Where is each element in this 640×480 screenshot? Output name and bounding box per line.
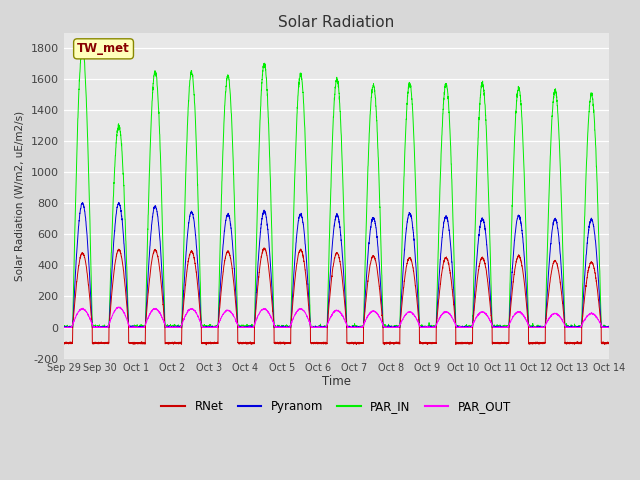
PAR_IN [605,324,612,330]
PAR_IN [78,45,86,50]
PAR_OUT [158,314,166,320]
Line: PAR_OUT: PAR_OUT [63,307,609,327]
Pyranom [158,264,166,270]
Line: PAR_IN: PAR_IN [63,48,609,327]
RNet [157,283,165,289]
Pyranom [428,324,436,330]
RNet [202,342,210,348]
RNet [429,341,436,347]
PAR_OUT [605,324,612,330]
Pyranom [490,324,497,329]
RNet [60,339,67,345]
Y-axis label: Solar Radiation (W/m2, uE/m2/s): Solar Radiation (W/m2, uE/m2/s) [15,110,25,281]
RNet [260,245,268,251]
RNet [490,340,497,346]
PAR_IN [459,324,467,330]
RNet [459,340,467,346]
PAR_IN [429,324,436,329]
Pyranom [316,323,324,329]
PAR_OUT [490,324,497,330]
RNet [605,341,612,347]
RNet [316,340,324,346]
PAR_OUT [115,304,123,310]
Pyranom [604,324,612,330]
PAR_OUT [605,324,612,330]
X-axis label: Time: Time [322,375,351,388]
PAR_IN [60,324,67,330]
Pyranom [115,200,122,205]
PAR_OUT [459,324,467,330]
PAR_IN [158,199,166,205]
PAR_OUT [60,324,68,330]
PAR_OUT [429,324,436,330]
Title: Solar Radiation: Solar Radiation [278,15,394,30]
PAR_IN [60,324,67,330]
Pyranom [605,324,612,330]
Pyranom [60,324,67,330]
Pyranom [459,324,467,330]
PAR_OUT [60,324,67,330]
PAR_IN [605,324,612,329]
PAR_IN [316,324,324,330]
PAR_IN [490,324,497,330]
Line: Pyranom: Pyranom [63,203,609,327]
Legend: RNet, Pyranom, PAR_IN, PAR_OUT: RNet, Pyranom, PAR_IN, PAR_OUT [157,396,516,418]
Line: RNet: RNet [63,248,609,345]
Text: TW_met: TW_met [77,42,130,55]
PAR_OUT [316,324,324,330]
RNet [605,341,612,347]
